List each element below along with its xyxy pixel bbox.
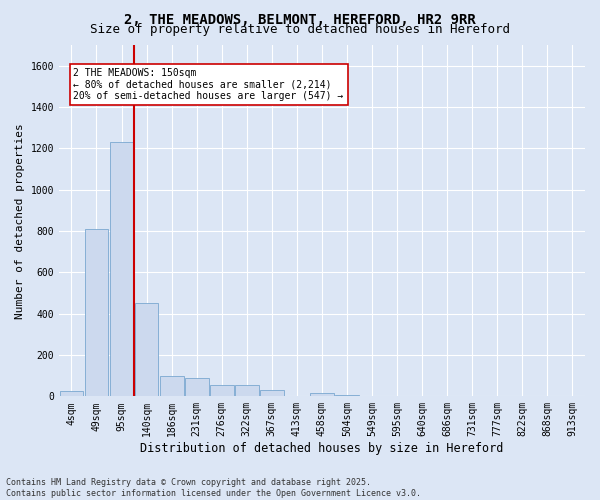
Bar	[185, 378, 209, 396]
Bar	[235, 385, 259, 396]
Bar	[160, 376, 184, 396]
Y-axis label: Number of detached properties: Number of detached properties	[15, 123, 25, 318]
Text: Contains HM Land Registry data © Crown copyright and database right 2025.
Contai: Contains HM Land Registry data © Crown c…	[6, 478, 421, 498]
Text: Size of property relative to detached houses in Hereford: Size of property relative to detached ho…	[90, 22, 510, 36]
Bar	[85, 229, 109, 396]
X-axis label: Distribution of detached houses by size in Hereford: Distribution of detached houses by size …	[140, 442, 503, 455]
Bar	[110, 142, 133, 397]
Text: 2 THE MEADOWS: 150sqm
← 80% of detached houses are smaller (2,214)
20% of semi-d: 2 THE MEADOWS: 150sqm ← 80% of detached …	[73, 68, 344, 101]
Text: 2, THE MEADOWS, BELMONT, HEREFORD, HR2 9RR: 2, THE MEADOWS, BELMONT, HEREFORD, HR2 9…	[124, 12, 476, 26]
Bar	[310, 393, 334, 396]
Bar	[260, 390, 284, 396]
Bar	[59, 390, 83, 396]
Bar	[134, 304, 158, 396]
Bar	[210, 385, 233, 396]
